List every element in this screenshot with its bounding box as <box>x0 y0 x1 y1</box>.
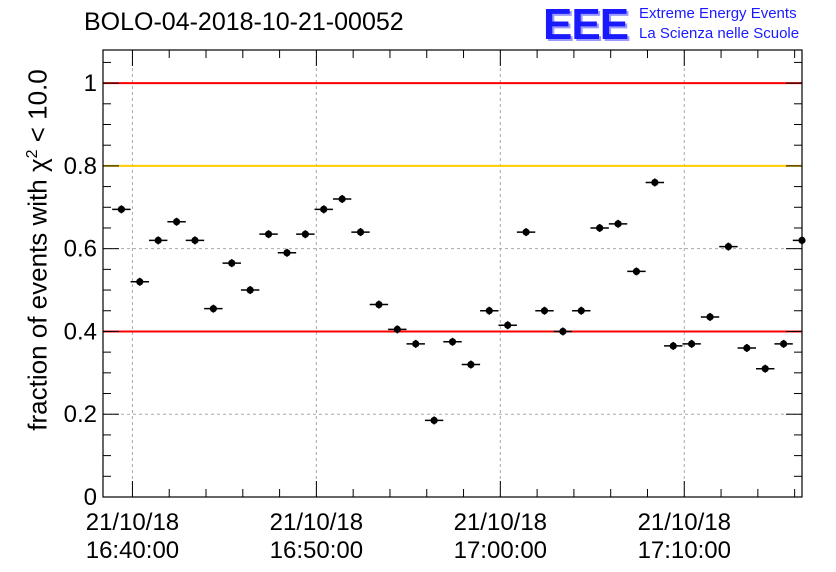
y-tick-label: 0.2 <box>64 401 97 428</box>
data-point <box>651 178 659 187</box>
y-tick-label: 0.4 <box>64 318 97 345</box>
x-tick-label-time: 16:50:00 <box>270 537 363 564</box>
data-point <box>743 344 751 352</box>
eee-logo-mark: EEE <box>543 0 629 49</box>
data-point <box>522 228 530 236</box>
data-point <box>688 340 696 348</box>
x-tick-label-date: 21/10/18 <box>454 509 547 536</box>
data-point <box>614 220 622 228</box>
data-point <box>485 307 493 315</box>
data-point <box>448 338 457 346</box>
data-point <box>412 340 420 348</box>
x-tick-label-date: 21/10/18 <box>86 509 179 536</box>
data-point <box>430 416 438 425</box>
data-point <box>356 228 365 236</box>
data-point <box>761 365 769 373</box>
y-tick-label: 0.8 <box>64 153 97 180</box>
data-point <box>209 305 217 313</box>
plot-frame <box>102 49 803 498</box>
data-point <box>467 360 475 369</box>
y-tick-label: 0 <box>84 484 97 511</box>
data-point <box>320 205 328 213</box>
x-tick-label-date: 21/10/18 <box>638 509 731 536</box>
data-point <box>393 325 401 333</box>
data-point <box>228 259 236 267</box>
data-point <box>283 249 291 257</box>
data-point <box>669 342 677 350</box>
data-point <box>577 307 585 315</box>
data-point <box>780 340 788 348</box>
data-point <box>191 236 199 244</box>
data-point <box>301 230 309 238</box>
logo-line-1: Extreme Energy Events <box>639 5 797 22</box>
y-tick-label: 0.6 <box>64 236 97 263</box>
data-point <box>136 278 144 286</box>
data-point <box>596 224 604 232</box>
data-point <box>117 205 125 213</box>
x-tick-label-date: 21/10/18 <box>270 509 363 536</box>
x-tick-label-time: 17:00:00 <box>454 537 547 564</box>
data-point <box>172 218 181 226</box>
data-point <box>632 267 641 276</box>
data-point <box>798 236 806 244</box>
data-point <box>724 242 733 251</box>
data-point <box>246 286 254 294</box>
y-tick-label: 1 <box>84 70 97 97</box>
data-point <box>559 327 567 336</box>
data-point <box>706 313 714 321</box>
data-point <box>504 321 512 329</box>
data-point <box>375 300 383 309</box>
x-tick-label-time: 16:40:00 <box>86 537 179 564</box>
data-point <box>338 195 346 203</box>
data-point <box>540 307 549 315</box>
data-point <box>264 230 273 238</box>
logo-line-2: La Scienza nelle Scuole <box>639 25 800 42</box>
data-point <box>154 236 162 244</box>
x-tick-label-time: 17:10:00 <box>638 537 731 564</box>
chart-title: BOLO-04-2018-10-21-00052 <box>84 8 404 36</box>
